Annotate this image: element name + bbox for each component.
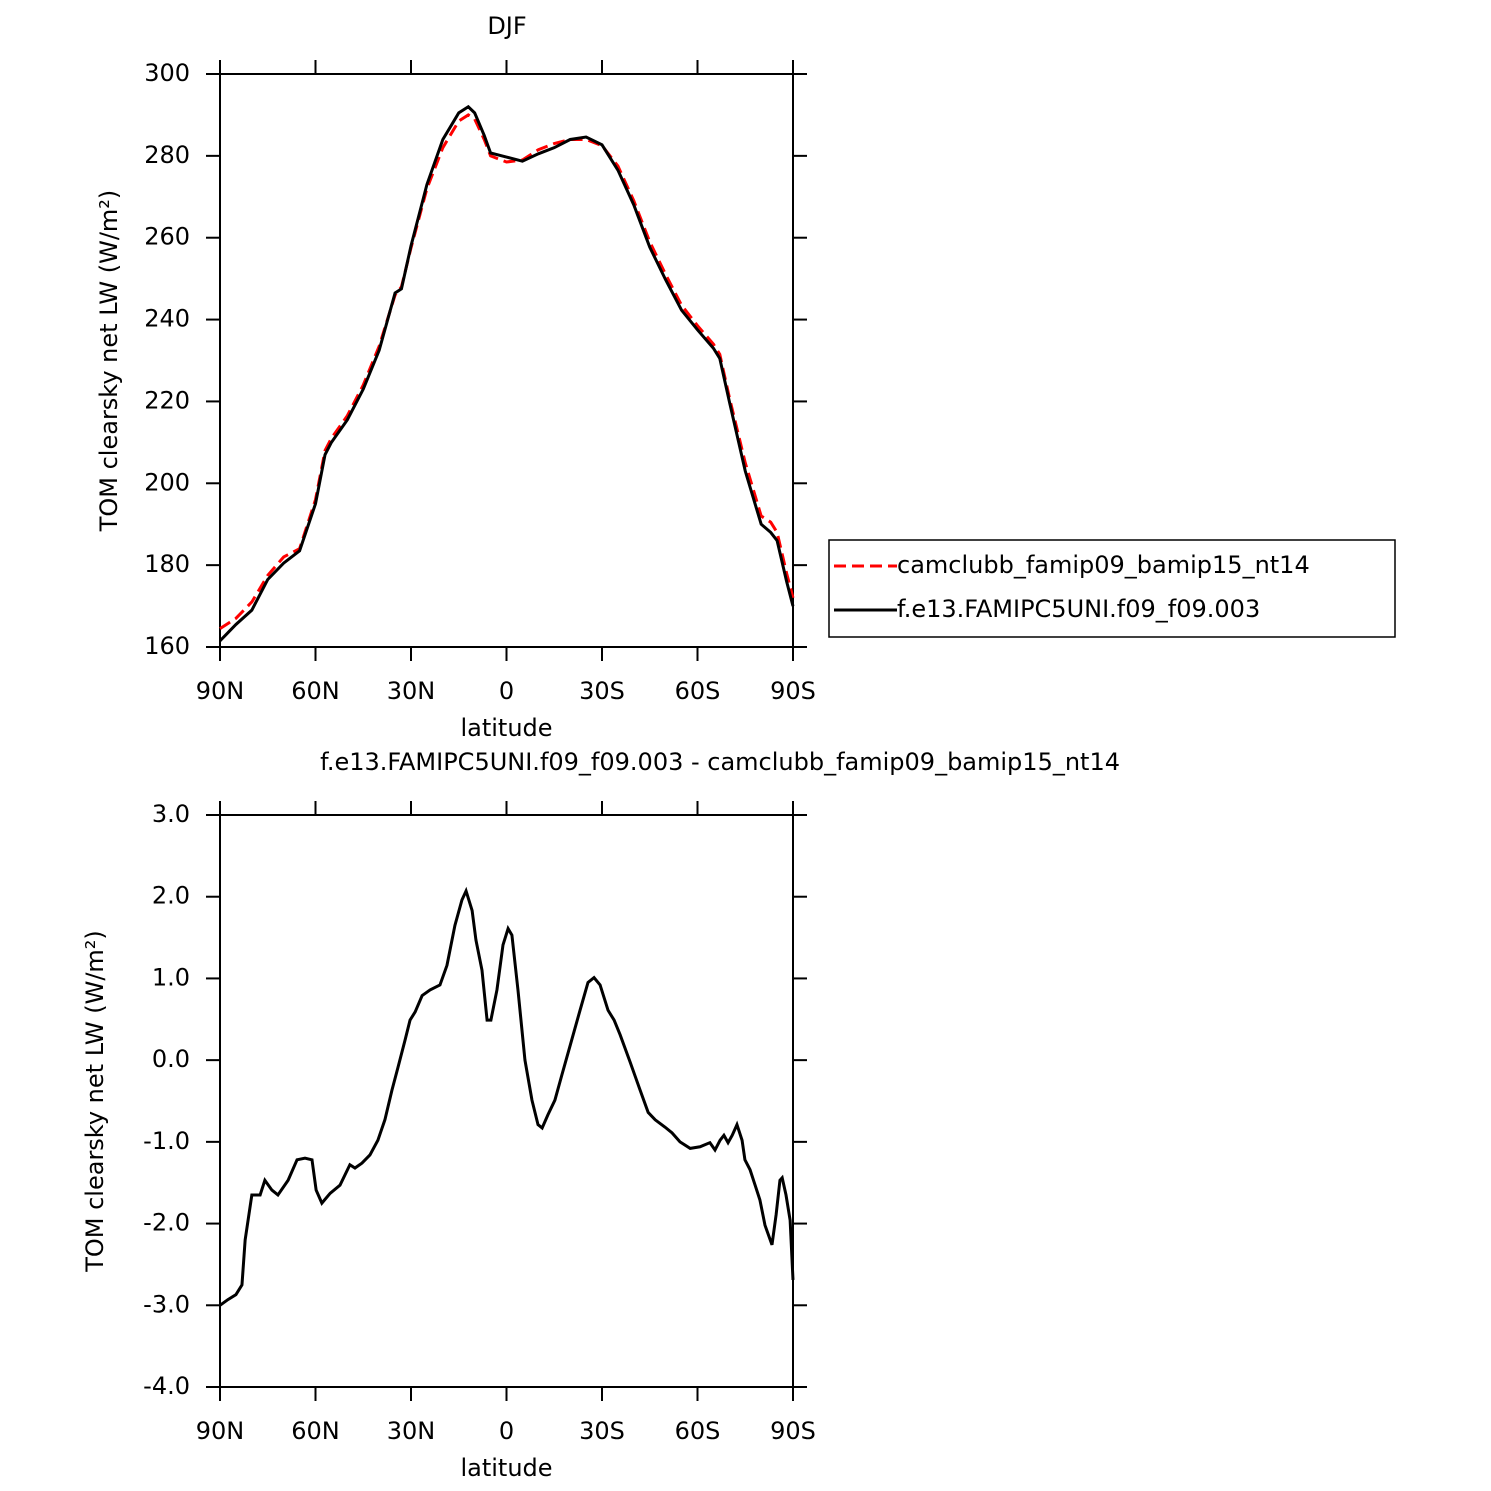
x-tick-label: 60N — [291, 1417, 340, 1445]
x-tick-label: 30N — [387, 677, 436, 705]
legend-box — [828, 539, 1396, 638]
y-axis-label: TOM clearsky net LW (W/m²) — [95, 190, 123, 533]
y-tick-label: 0.0 — [152, 1045, 190, 1073]
y-tick-label: 240 — [144, 305, 190, 333]
y-tick-label: -3.0 — [143, 1290, 190, 1318]
x-axis-label: latitude — [460, 1454, 552, 1482]
x-tick-label: 90S — [770, 1417, 816, 1445]
y-tick-label: -2.0 — [143, 1209, 190, 1237]
x-tick-label: 60S — [675, 677, 721, 705]
x-tick-label: 90N — [196, 677, 245, 705]
y-tick-label: 220 — [144, 386, 190, 414]
data-line — [219, 113, 795, 630]
x-tick-label: 30S — [579, 677, 625, 705]
y-tick-label: 280 — [144, 141, 190, 169]
legend-label: camclubb_famip09_bamip15_nt14 — [897, 551, 1310, 579]
y-tick-label: -4.0 — [143, 1372, 190, 1400]
plot-frame — [219, 814, 794, 1388]
x-tick-label: 90N — [196, 1417, 245, 1445]
data-line — [218, 104, 795, 642]
y-tick-label: 260 — [144, 223, 190, 251]
x-tick-label: 0 — [499, 1417, 514, 1445]
x-tick-label: 60S — [675, 1417, 721, 1445]
x-tick-label: 30S — [579, 1417, 625, 1445]
y-tick-label: 1.0 — [152, 963, 190, 991]
y-tick-label: 180 — [144, 550, 190, 578]
y-axis-label: TOM clearsky net LW (W/m²) — [81, 930, 109, 1273]
chart-title: DJF — [487, 12, 526, 40]
x-tick-label: 90S — [770, 677, 816, 705]
x-tick-label: 30N — [387, 1417, 436, 1445]
x-tick-label: 0 — [499, 677, 514, 705]
y-tick-label: 160 — [144, 632, 190, 660]
data-line — [219, 886, 795, 1307]
y-tick-label: 2.0 — [152, 882, 190, 910]
y-tick-label: -1.0 — [143, 1127, 190, 1155]
x-tick-label: 60N — [291, 677, 340, 705]
legend-label: f.e13.FAMIPC5UNI.f09_f09.003 — [897, 595, 1260, 623]
chart-title: f.e13.FAMIPC5UNI.f09_f09.003 - camclubb_… — [320, 748, 1120, 776]
x-axis-label: latitude — [460, 714, 552, 742]
plot-frame — [219, 73, 794, 648]
y-tick-label: 200 — [144, 468, 190, 496]
y-tick-label: 3.0 — [152, 800, 190, 828]
y-tick-label: 300 — [144, 59, 190, 87]
